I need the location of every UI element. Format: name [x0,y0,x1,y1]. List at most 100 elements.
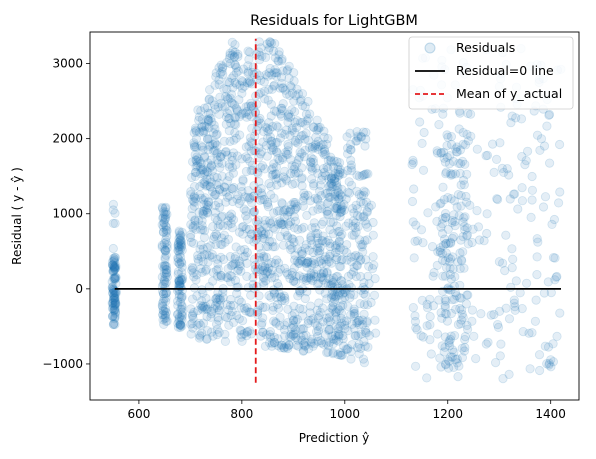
residual-point [297,248,307,259]
residual-point [339,205,349,215]
residual-point [281,125,292,135]
residual-point [315,200,325,210]
residual-point [108,243,118,254]
residual-point [422,321,432,331]
residual-point [264,85,274,95]
residual-point [197,142,207,152]
residual-point [290,277,301,287]
residual-point [306,268,316,278]
residual-point [226,219,236,229]
residual-point [161,313,171,323]
residual-point [231,160,241,170]
residual-point [241,206,251,216]
residual-point [356,329,366,339]
residual-point [322,347,332,358]
residual-point [292,202,302,212]
residual-point [283,146,293,156]
residual-point [206,160,216,170]
residual-point [159,209,169,219]
residual-point [177,242,187,252]
residual-point [162,209,172,219]
residual-point [308,341,318,351]
residual-point [189,238,199,248]
residual-point [212,265,222,275]
residual-point [290,216,300,226]
residual-point [109,291,119,301]
residual-point [496,339,506,349]
residual-point [266,190,276,200]
residual-point [268,242,278,252]
residual-point [159,276,169,287]
residual-point [461,299,471,309]
residual-point [210,80,220,90]
residual-point [173,253,183,263]
residual-point [191,125,201,135]
residual-point [322,313,332,323]
residual-point [160,254,170,264]
residual-point [173,257,183,267]
residual-point [267,237,277,247]
residual-point [307,239,317,250]
residual-point [110,272,120,282]
residual-point [211,68,221,78]
residual-point [337,350,347,360]
residual-point [198,244,208,254]
residual-point [283,343,293,354]
residual-point [333,227,343,237]
residual-point [159,261,170,271]
residual-point [186,187,196,197]
residual-point [539,288,550,298]
residual-point [287,105,297,115]
residual-point [205,182,215,192]
residual-point [288,276,299,286]
residual-point [175,320,185,330]
residual-point [483,337,493,347]
residual-point [333,162,343,172]
residual-point [175,319,186,329]
residual-point [527,171,537,182]
residual-point [241,306,251,316]
residual-point [309,259,319,269]
residual-point [219,254,229,264]
residual-point [227,73,237,83]
residual-point [264,216,275,226]
residual-point [220,312,230,322]
residual-point [265,37,275,47]
residual-point [188,157,198,167]
residual-point [335,190,345,200]
residual-point [108,260,118,270]
residual-point [161,296,171,306]
residual-point [233,266,243,276]
residual-point [222,93,233,104]
residual-point [275,320,285,331]
residual-point [191,134,201,144]
residual-point [331,204,341,214]
residual-point [243,186,253,196]
residual-point [314,186,325,196]
residual-point [177,275,187,285]
residual-point [440,300,450,310]
residual-point [187,195,198,205]
residual-point [203,201,213,211]
residual-point [309,218,319,228]
residual-point [197,301,207,312]
residual-point [257,161,268,171]
residual-point [206,113,216,123]
residual-point [300,119,310,130]
residual-point [338,300,348,310]
residual-point [336,205,346,215]
residual-point [287,311,297,321]
residual-point [277,199,287,209]
residual-point [339,199,349,210]
residual-point [287,270,297,281]
residual-point [316,338,327,348]
residual-point [108,199,119,209]
residual-point [417,295,427,305]
residual-point [309,255,319,265]
residual-point [177,274,188,285]
residual-point [212,319,222,329]
residual-point [238,77,248,87]
residual-point [228,46,238,56]
residual-point [195,156,205,166]
residual-point [294,271,305,281]
